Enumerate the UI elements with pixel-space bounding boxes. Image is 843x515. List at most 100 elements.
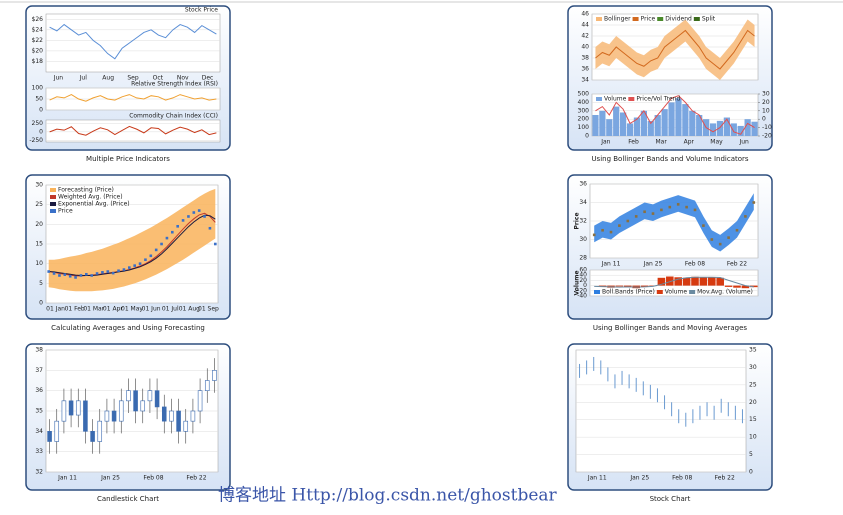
candle-body xyxy=(126,390,131,402)
y-tick-label: 0 xyxy=(39,107,43,114)
y-tick-label: 30 xyxy=(35,182,43,189)
y-tick-label: -250 xyxy=(29,137,43,144)
point xyxy=(79,274,83,277)
y-tick-label: 34 xyxy=(35,428,43,435)
candle-body xyxy=(54,420,60,442)
legend-swatch xyxy=(693,17,700,21)
candle-body xyxy=(176,410,181,432)
bar xyxy=(657,277,666,286)
y-tick-label: 20 xyxy=(35,221,43,228)
candle-body xyxy=(212,370,217,381)
y-tick-label: 46 xyxy=(581,11,589,18)
panel-title: Relative Strength Index (RSI) xyxy=(131,81,218,88)
bar xyxy=(733,285,741,288)
bar xyxy=(716,277,724,286)
point xyxy=(90,274,93,277)
x-tick-label: Jul xyxy=(79,75,88,82)
candle-body xyxy=(47,431,52,442)
y-tick-label: 20 xyxy=(749,399,757,406)
candle-body xyxy=(190,410,196,422)
candle-body xyxy=(183,420,189,432)
x-tick-label: 01 May xyxy=(121,306,143,313)
candle-body xyxy=(90,431,95,442)
bar xyxy=(640,285,649,287)
y-tick-label: 42 xyxy=(581,33,589,40)
legend-label: Volume xyxy=(604,96,627,103)
point xyxy=(197,209,201,212)
plot-area xyxy=(589,269,759,297)
bar xyxy=(730,123,737,136)
y-tick-label: 100 xyxy=(32,85,44,92)
caption: Multiple Price Indicators xyxy=(86,155,170,163)
x-tick-label: Jun xyxy=(53,75,64,82)
x-tick-label: Mar xyxy=(656,139,668,146)
bar xyxy=(613,106,620,136)
y-tick-label: 36 xyxy=(35,387,43,394)
candle-body xyxy=(204,380,210,391)
y-tick-label: 100 xyxy=(578,124,590,131)
candle-body xyxy=(111,410,117,422)
y-tick-label: $26 xyxy=(32,16,44,23)
point xyxy=(68,274,72,278)
y-tick-label: 250 xyxy=(32,120,44,127)
x-tick-label: Jan 25 xyxy=(100,475,120,482)
y2-tick-label: -20 xyxy=(762,133,772,140)
y-tick-label: 30 xyxy=(749,364,757,371)
y-tick-label: 40 xyxy=(579,272,587,279)
bar xyxy=(741,285,750,289)
point xyxy=(626,219,630,223)
watermark: 博客地址 Http://blog.csdn.net/ghostbear xyxy=(218,486,558,506)
candle-body xyxy=(68,400,74,416)
legend-label: Price xyxy=(641,16,656,23)
y-tick-label: $18 xyxy=(32,58,44,65)
point xyxy=(203,215,206,218)
point xyxy=(117,269,120,273)
x-tick-label: Apr xyxy=(684,139,695,146)
panel-title: Commodity Chain Index (CCI) xyxy=(129,113,218,120)
y-tick-label: 36 xyxy=(579,181,587,188)
x-tick-label: 01 Jul xyxy=(162,306,179,313)
y-tick-label: 300 xyxy=(578,107,590,114)
legend-swatch xyxy=(50,195,56,199)
y-tick-label: 500 xyxy=(578,91,590,98)
x-tick-label: 01 Jun xyxy=(142,306,161,313)
point xyxy=(101,271,104,274)
point xyxy=(181,219,185,222)
point xyxy=(165,236,169,240)
y-tick-label: 0 xyxy=(583,282,587,289)
plot-area xyxy=(591,93,759,137)
y-tick-label: 32 xyxy=(35,469,43,476)
x-tick-label: Oct xyxy=(153,75,164,82)
y-tick-label: 40 xyxy=(581,44,589,51)
legend-swatch xyxy=(656,290,663,294)
point xyxy=(122,268,126,271)
y2-tick-label: 0 xyxy=(762,116,766,123)
candle-body xyxy=(140,400,146,412)
x-tick-label: Feb 08 xyxy=(143,475,163,482)
y-tick-label: 44 xyxy=(581,22,589,29)
line xyxy=(595,95,755,135)
point xyxy=(609,230,613,234)
point xyxy=(634,215,638,218)
candle-body xyxy=(75,400,81,416)
point xyxy=(171,230,174,234)
legend-label: Exponential Avg. (Price) xyxy=(58,201,130,208)
y-tick-label: 25 xyxy=(35,201,43,208)
bar xyxy=(661,109,668,136)
point xyxy=(106,270,110,273)
candle-body xyxy=(147,390,153,402)
bar xyxy=(592,115,599,136)
y-tick-label: 15 xyxy=(35,241,43,248)
y-tick-label: 0 xyxy=(39,128,43,135)
legend-label: Weighted Avg. (Price) xyxy=(58,194,123,201)
bar xyxy=(691,276,699,286)
legend-label: Boll.Bands (Price) xyxy=(602,289,655,296)
point xyxy=(187,215,190,218)
x-tick-label: Jun xyxy=(738,139,749,146)
point xyxy=(710,238,714,241)
x-tick-label: Jan 11 xyxy=(57,475,77,482)
x-tick-label: Aug xyxy=(102,75,114,82)
point xyxy=(154,248,158,252)
legend-swatch xyxy=(50,188,56,192)
legend-label: Mov.Avg. (Volume) xyxy=(697,289,753,296)
